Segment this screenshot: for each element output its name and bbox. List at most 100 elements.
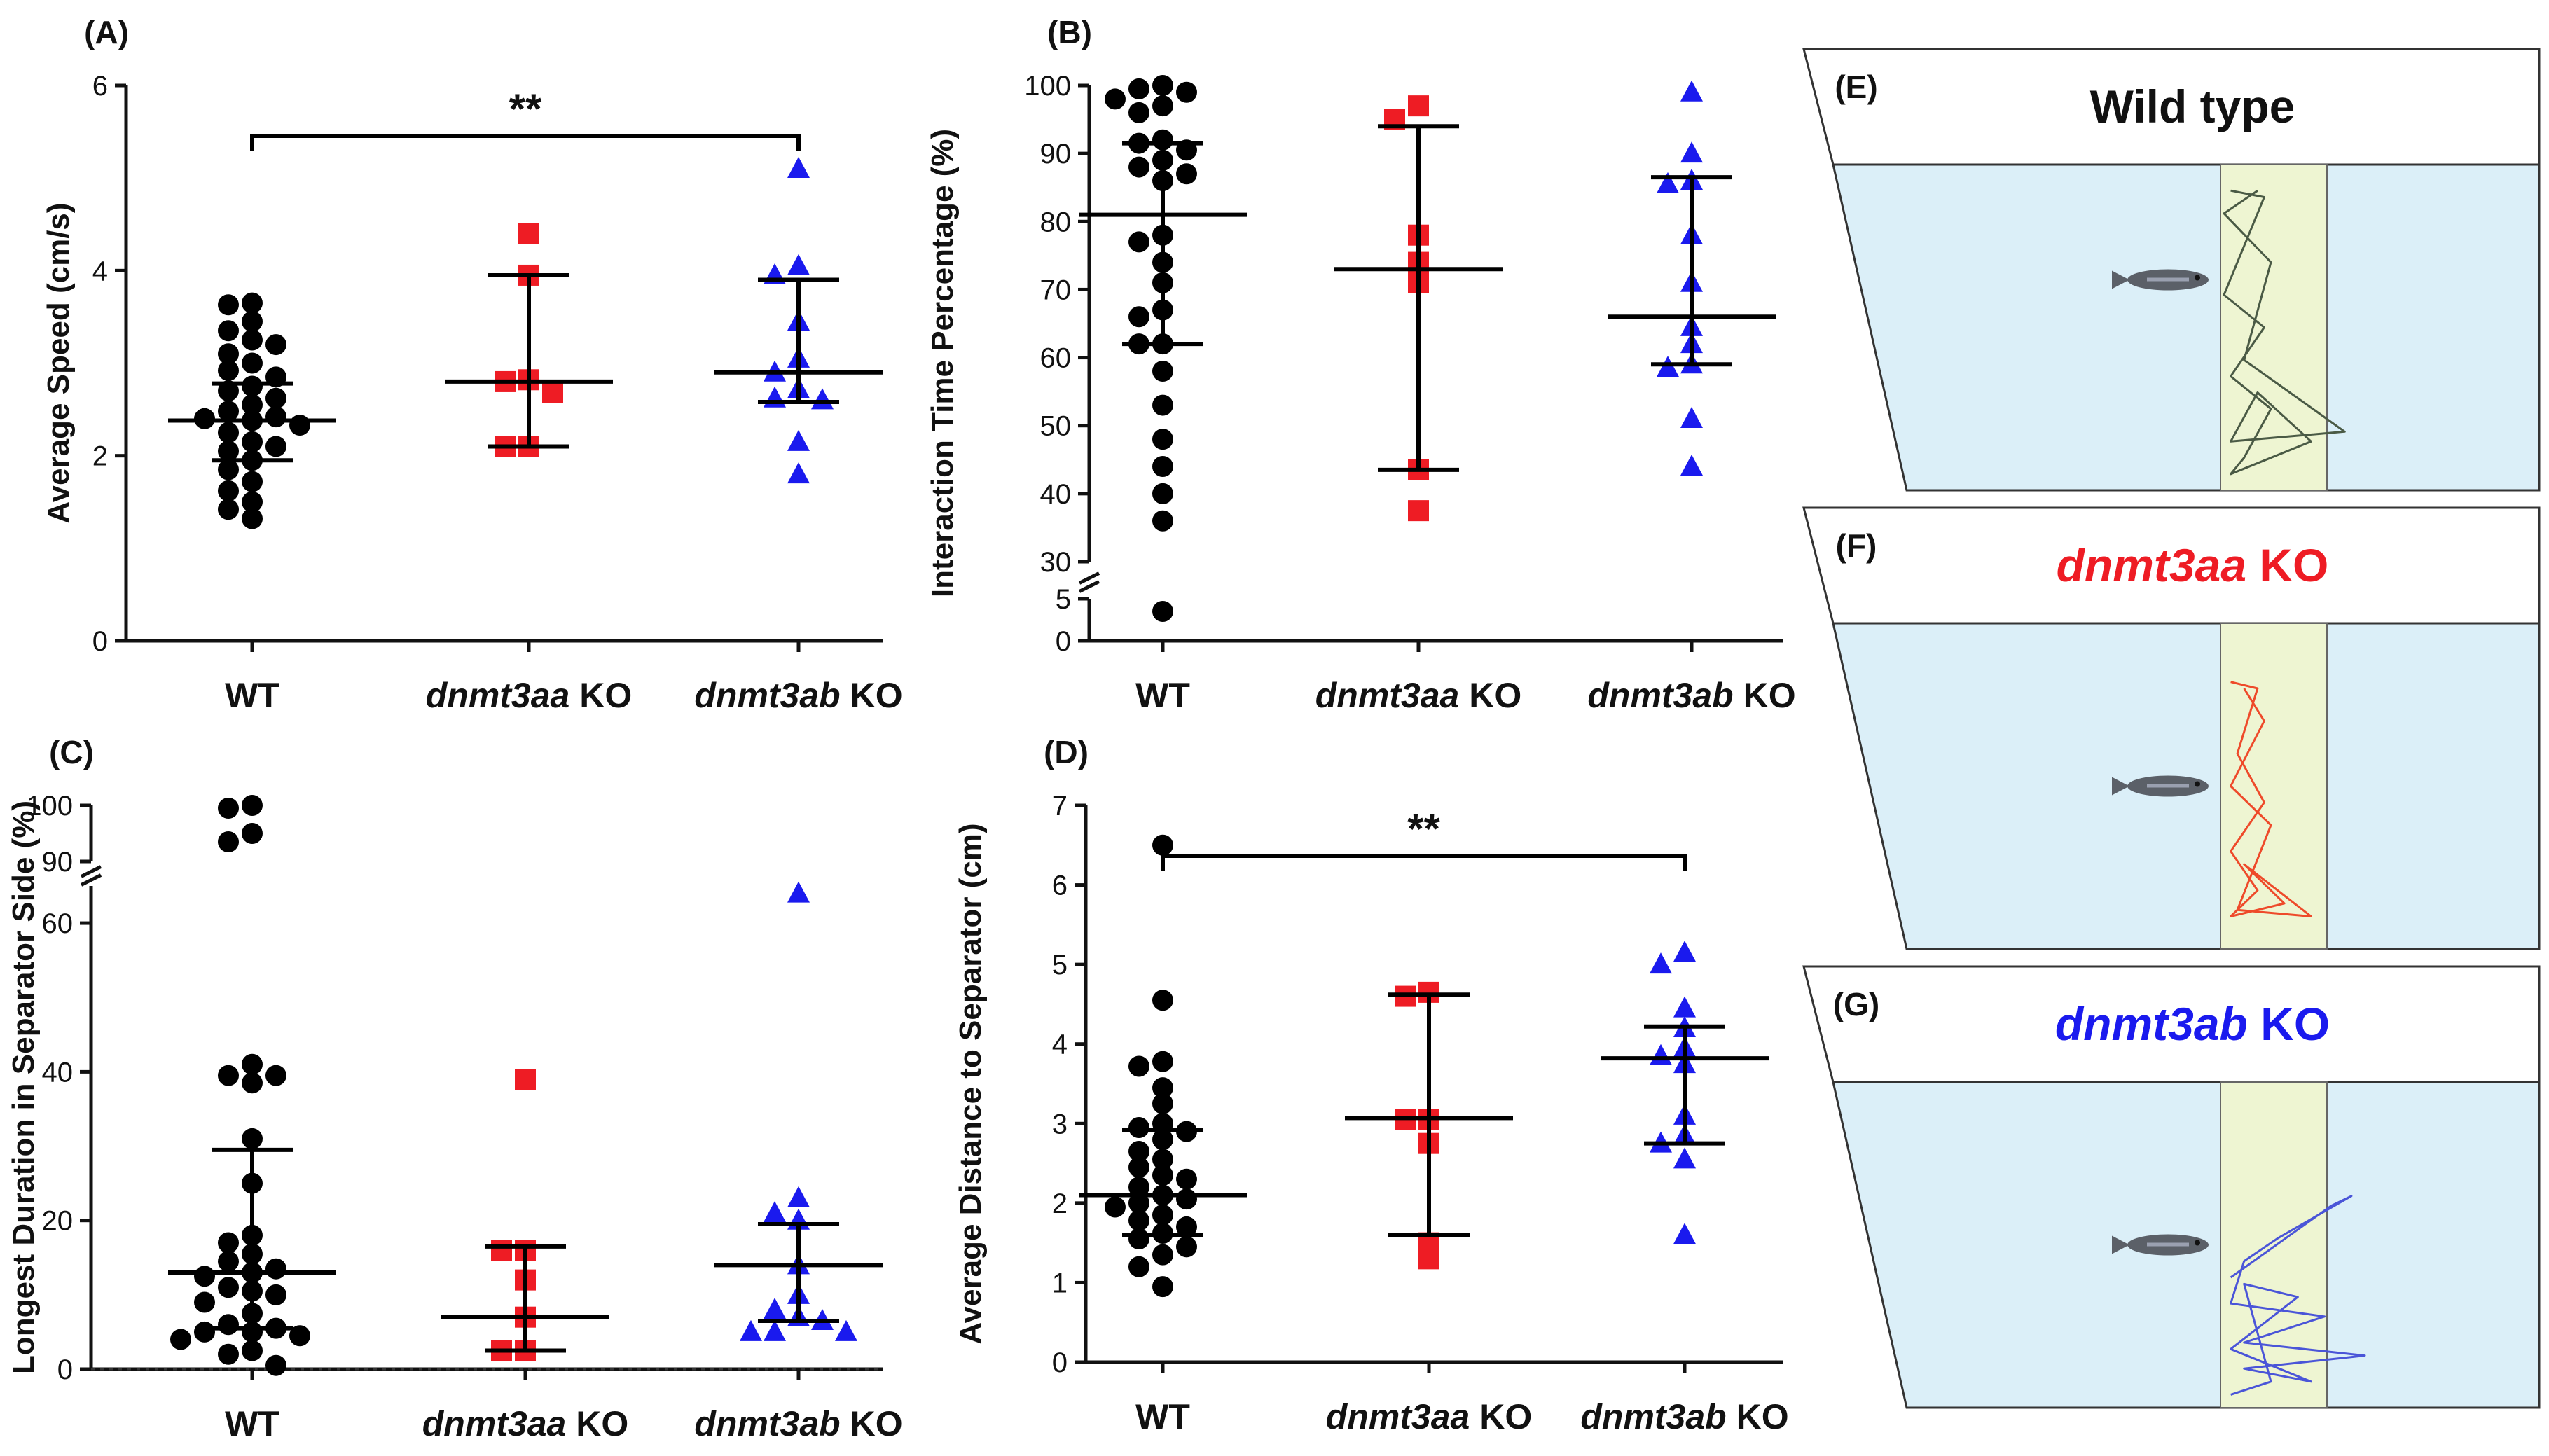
category-gene: dnmt3ab — [1587, 676, 1733, 715]
panel-b-axis-break-2 — [1078, 580, 1100, 593]
panel-b-category-label: dnmt3aa KO — [1315, 676, 1522, 715]
category-suffix: KO — [1470, 1397, 1532, 1436]
panel-b-point — [1152, 601, 1173, 622]
panel-a-point — [242, 311, 263, 333]
panel-c-point — [194, 1321, 215, 1343]
panel-d-ytick-label: 3 — [1052, 1109, 1068, 1139]
panel-c-point — [242, 1128, 263, 1149]
panel-c-point — [218, 1314, 239, 1336]
tank-title-gene: dnmt3ab — [2055, 998, 2248, 1050]
panel-c-series-2 — [714, 881, 883, 1341]
fish-tail — [2112, 777, 2129, 796]
tank-panel-2: (G) dnmt3ab KO — [1802, 965, 2541, 1409]
fish-icon — [2112, 269, 2209, 291]
panel-d-ytick-label: 1 — [1052, 1268, 1068, 1298]
panel-d-ytick-label: 4 — [1052, 1029, 1068, 1060]
panel-d-point — [1128, 1256, 1149, 1277]
panel-a-sig-label: ** — [509, 85, 542, 132]
panel-d-point — [1176, 1236, 1197, 1258]
panel-d-point — [1673, 1223, 1696, 1244]
panel-c-ytick-label: 100 — [26, 791, 73, 821]
panel-a-point — [787, 429, 810, 451]
fish-tail — [2112, 1235, 2129, 1254]
fish-eye — [2195, 1240, 2200, 1246]
panel-c-point — [218, 1251, 239, 1273]
panel-b-category-label: dnmt3ab KO — [1587, 676, 1795, 715]
fish-stripe — [2147, 1242, 2189, 1247]
category-gene: dnmt3aa — [426, 676, 570, 715]
panel-a-point — [218, 499, 239, 520]
separator-zone — [2220, 623, 2328, 950]
panel-c-point — [242, 795, 263, 816]
panel-d-series-0 — [1079, 834, 1247, 1298]
panel-c-point — [194, 1291, 215, 1313]
panel-b-ytick-label: 80 — [1040, 207, 1072, 237]
panel-c-point — [218, 831, 239, 852]
panel-b-point — [1680, 455, 1703, 476]
panel-a-point — [218, 380, 239, 402]
panel-a-point — [218, 459, 239, 480]
panel-d-point — [1152, 1051, 1173, 1072]
panel-d-point — [1176, 1216, 1197, 1237]
panel-b-point — [1152, 75, 1173, 96]
panel-d-point — [1673, 996, 1696, 1018]
panel-a-point — [218, 360, 239, 382]
panel-b-series-1 — [1334, 95, 1503, 522]
panel-c-point — [740, 1319, 762, 1341]
panel-a-point — [242, 471, 263, 492]
category-gene: dnmt3ab — [694, 676, 840, 715]
panel-d-ytick-label: 2 — [1052, 1188, 1068, 1219]
panel-c-ytick-label: 90 — [42, 847, 74, 878]
panel-d-point — [1152, 834, 1173, 856]
panel-d-sig-bracket — [1161, 854, 1687, 871]
separator-zone — [2220, 164, 2328, 491]
panel-b-point — [1176, 81, 1197, 103]
panel-c-ytick-label: 40 — [42, 1057, 74, 1088]
panel-c-point — [265, 1284, 286, 1305]
panel-a-point — [764, 386, 786, 408]
fish-icon — [2112, 1234, 2209, 1256]
panel-a-point — [787, 462, 810, 484]
panel-c-ytick-label: 20 — [42, 1206, 74, 1237]
panel-d-ylabel: Average Distance to Separator (cm) — [953, 823, 988, 1344]
panel-b-ytick-label: 5 — [1056, 584, 1071, 615]
panel-d-label: (D) — [1044, 734, 1089, 770]
panel-a-point — [542, 382, 563, 403]
panel-b-point — [1152, 361, 1173, 382]
panel-a-point — [218, 480, 239, 501]
panel-d-series-1 — [1345, 981, 1513, 1270]
panel-b-point — [1128, 231, 1149, 253]
panel-a-ylabel: Average Speed (cm/s) — [41, 202, 76, 523]
panel-c-point — [265, 1258, 286, 1280]
panel-a-series-1 — [445, 223, 613, 457]
panel-a-point — [787, 156, 810, 178]
category-suffix: KO — [841, 1404, 903, 1443]
panel-c-point — [515, 1069, 536, 1090]
panel-a-ytick-label: 6 — [92, 71, 108, 102]
panel-b-point — [1152, 429, 1173, 450]
panel-a-point — [218, 343, 239, 365]
panel-b-point — [1680, 407, 1703, 428]
panel-c-point — [218, 1232, 239, 1254]
panel-c-label: (C) — [49, 734, 94, 770]
panel-c-point — [242, 1053, 263, 1075]
panel-b-ytick-label: 40 — [1040, 479, 1072, 510]
panel-b-point — [1128, 78, 1149, 99]
panel-b-ytick-label: 30 — [1040, 547, 1072, 578]
panel-b-ytick-label: 100 — [1024, 71, 1071, 102]
panel-d-average-distance: (D) Average Distance to Separator (cm) 0 1 2… — [953, 734, 1789, 1436]
panel-a-point — [218, 441, 239, 462]
panel-d-point — [1650, 1044, 1672, 1065]
panel-d-point — [1152, 990, 1173, 1011]
category-gene: dnmt3aa — [422, 1404, 567, 1443]
fish-stripe — [2147, 277, 2189, 282]
tank-tracking-panels: (E) Wild type (F) dnmt3aa KO (G) dnmt3ab KO — [1802, 48, 2541, 1409]
panel-c-category-label: dnmt3ab KO — [694, 1404, 902, 1443]
panel-b-ytick-label: 70 — [1040, 275, 1072, 305]
panel-c-point — [170, 1329, 191, 1350]
panel-c-point — [194, 1266, 215, 1287]
swim-track — [2223, 189, 2346, 476]
panel-d-category-label: WT — [1135, 1397, 1190, 1436]
category-suffix: KO — [569, 676, 632, 715]
panel-a-point — [242, 508, 263, 529]
